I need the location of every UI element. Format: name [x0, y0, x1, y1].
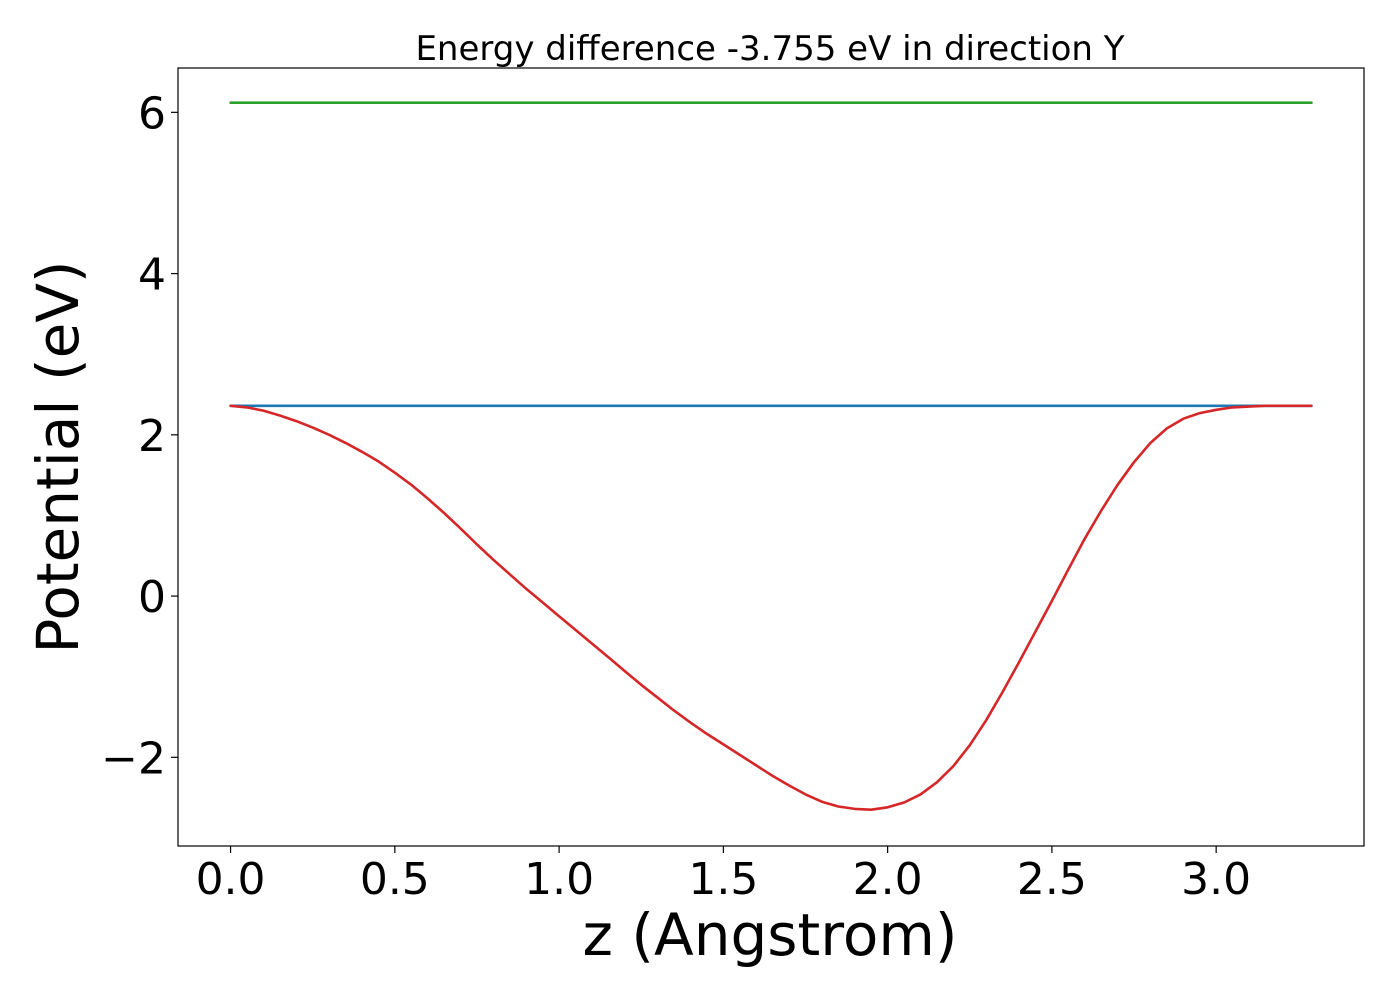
x-tick-label: 2.0: [853, 854, 923, 905]
y-tick-label: 0: [138, 572, 166, 623]
series-line-3: [229, 404, 1313, 812]
chart-title: Energy difference -3.755 eV in direction…: [415, 29, 1124, 69]
x-axis: 0.0 0.5 1.0 1.5 2.0 2.5 3.0: [196, 846, 1251, 905]
x-tick-label: 2.5: [1017, 854, 1087, 905]
y-axis: −2 0 2 4 6: [101, 88, 178, 784]
x-tick-label: 0.5: [360, 854, 430, 905]
x-tick-label: 1.5: [688, 854, 758, 905]
y-tick-label: 6: [138, 88, 166, 139]
x-tick-label: 0.0: [196, 854, 266, 905]
series-layer: [229, 101, 1313, 812]
x-axis-label: z (Angstrom): [583, 901, 958, 969]
y-tick-label: 4: [138, 250, 166, 301]
x-tick-label: 3.0: [1181, 854, 1251, 905]
y-tick-label: −2: [101, 733, 166, 784]
y-tick-label: 2: [138, 411, 166, 462]
plot-frame: [177, 67, 1365, 847]
x-tick-label: 1.0: [524, 854, 594, 905]
y-axis-label: Potential (eV): [24, 260, 92, 653]
